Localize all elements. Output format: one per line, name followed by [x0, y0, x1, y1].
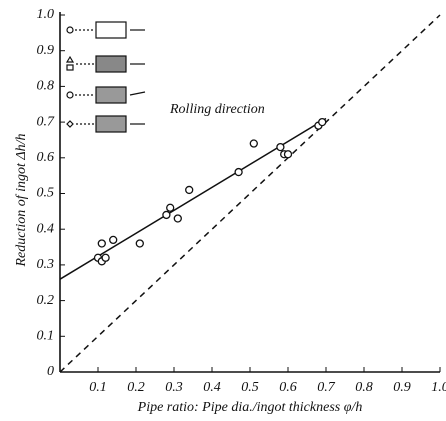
x-tick-label: 0.8 [355, 380, 373, 395]
data-point [136, 240, 143, 247]
x-tick-label: 1.0 [431, 380, 446, 395]
data-point [277, 144, 284, 151]
legend-icons [67, 22, 145, 132]
y-tick-label: 0.9 [37, 43, 55, 58]
y-tick-label: 0.5 [37, 186, 55, 201]
x-tick-label: 0.6 [279, 380, 297, 395]
data-point [110, 236, 117, 243]
y-tick-label: 0.7 [37, 114, 56, 129]
y-tick-label: 0.2 [37, 293, 55, 308]
data-point [285, 151, 292, 158]
y-tick-label: 0.4 [37, 221, 55, 236]
y-axis-label: Reduction of ingot Δh/h [14, 133, 29, 267]
x-tick-label: 0.2 [127, 380, 145, 395]
data-point [98, 240, 105, 247]
data-point [235, 169, 242, 176]
y-tick-label: 0.8 [37, 79, 55, 94]
data-point [250, 140, 257, 147]
chart: Pipe ratio: Pipe dia./ingot thickness φ/… [0, 0, 446, 421]
x-tick-label: 0.5 [241, 380, 259, 395]
y-tick-label: 0.1 [37, 329, 55, 344]
data-point [319, 119, 326, 126]
y-tick-label: 0 [47, 364, 54, 379]
x-tick-label: 0.7 [317, 380, 336, 395]
y-tick-label: 0.6 [37, 150, 55, 165]
data-point [186, 186, 193, 193]
data-point [102, 254, 109, 261]
y-tick-label: 1.0 [37, 7, 55, 22]
x-tick-label: 0.1 [89, 380, 107, 395]
annotation: Rolling direction [169, 102, 265, 117]
x-tick-label: 0.9 [393, 380, 411, 395]
y-tick-label: 0.3 [37, 257, 55, 272]
x-axis-label: Pipe ratio: Pipe dia./ingot thickness φ/… [137, 400, 363, 415]
x-tick-label: 0.4 [203, 380, 221, 395]
x-tick-label: 0.3 [165, 380, 183, 395]
data-point [163, 211, 170, 218]
data-point [174, 215, 181, 222]
data-point [167, 204, 174, 211]
